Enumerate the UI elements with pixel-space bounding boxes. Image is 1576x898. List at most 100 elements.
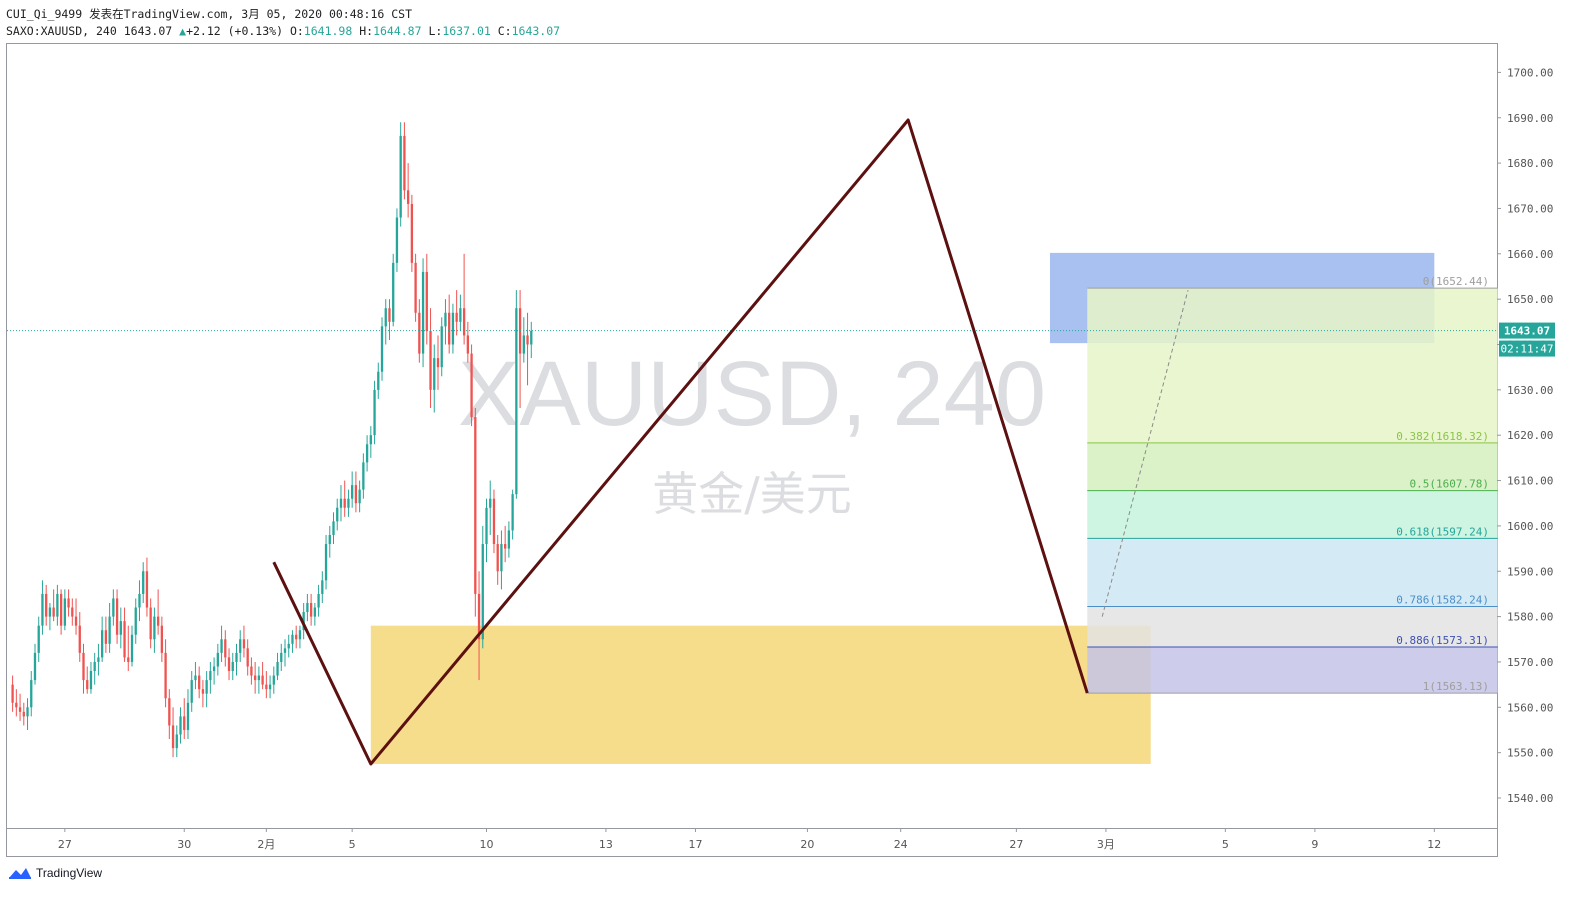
candle-body[interactable] — [183, 716, 186, 730]
candle-body[interactable] — [343, 498, 346, 508]
candle-body[interactable] — [365, 444, 369, 463]
candle-body[interactable] — [384, 308, 387, 327]
candle-body[interactable] — [410, 203, 414, 263]
current-price-tag[interactable] — [1499, 322, 1555, 339]
candle-body[interactable] — [470, 353, 473, 418]
support-zone-rectangle[interactable] — [370, 625, 1151, 764]
candle-body[interactable] — [336, 507, 339, 522]
candle-body[interactable] — [362, 462, 365, 490]
candle-body[interactable] — [235, 652, 238, 662]
candle-body[interactable] — [291, 634, 294, 644]
candle-body[interactable] — [30, 680, 33, 708]
candle-body[interactable] — [74, 616, 78, 626]
candle-body[interactable] — [489, 498, 492, 508]
candle-body[interactable] — [11, 684, 14, 703]
candle-body[interactable] — [48, 607, 52, 617]
candle-body[interactable] — [123, 621, 126, 658]
candle-body[interactable] — [171, 725, 175, 749]
fib-band-0.618[interactable] — [1087, 538, 1498, 607]
candle-body[interactable] — [448, 312, 451, 345]
candle-body[interactable] — [392, 262, 395, 322]
candle-body[interactable] — [283, 648, 287, 653]
candle-body[interactable] — [246, 648, 249, 667]
candle-body[interactable] — [242, 639, 246, 649]
candle-body[interactable] — [257, 675, 261, 681]
candle-body[interactable] — [351, 485, 354, 499]
candle-body[interactable] — [287, 643, 290, 649]
candle-body[interactable] — [59, 593, 63, 626]
candle-body[interactable] — [354, 485, 358, 504]
candle-body[interactable] — [421, 271, 425, 354]
candle-body[interactable] — [15, 702, 18, 708]
candle-body[interactable] — [37, 625, 40, 653]
candle-body[interactable] — [82, 652, 85, 681]
candle-body[interactable] — [347, 498, 350, 508]
candle-body[interactable] — [380, 326, 384, 372]
candle-body[interactable] — [436, 358, 440, 368]
candle-body[interactable] — [309, 602, 313, 617]
candle-body[interactable] — [224, 639, 227, 658]
candle-body[interactable] — [71, 607, 74, 617]
candle-body[interactable] — [86, 680, 89, 690]
candle-body[interactable] — [451, 312, 455, 345]
fib-band-0.5[interactable] — [1087, 490, 1498, 539]
candle-body[interactable] — [26, 707, 29, 717]
candle-body[interactable] — [63, 598, 66, 626]
candle-body[interactable] — [306, 602, 309, 613]
candle-body[interactable] — [153, 616, 156, 640]
candle-body[interactable] — [395, 217, 399, 263]
candle-body[interactable] — [321, 580, 324, 594]
candle-body[interactable] — [377, 371, 380, 390]
candle-body[interactable] — [239, 639, 242, 653]
candle-body[interactable] — [108, 616, 111, 644]
candle-body[interactable] — [485, 507, 488, 545]
candle-body[interactable] — [186, 702, 190, 730]
candle-body[interactable] — [466, 335, 470, 354]
candle-body[interactable] — [522, 335, 525, 354]
candle-body[interactable] — [373, 389, 376, 436]
candle-body[interactable] — [164, 652, 167, 699]
candle-body[interactable] — [231, 661, 234, 672]
candle-body[interactable] — [268, 684, 272, 690]
candle-body[interactable] — [500, 544, 503, 572]
candle-body[interactable] — [388, 308, 391, 322]
candle-body[interactable] — [526, 335, 529, 345]
candle-body[interactable] — [149, 607, 152, 640]
candle-body[interactable] — [52, 607, 55, 617]
candle-body[interactable] — [474, 417, 477, 594]
candle-body[interactable] — [175, 734, 178, 749]
candle-body[interactable] — [332, 521, 335, 535]
candle-body[interactable] — [504, 544, 507, 549]
candle-body[interactable] — [45, 593, 48, 617]
candle-body[interactable] — [179, 716, 182, 735]
candle-body[interactable] — [272, 675, 275, 685]
candle-body[interactable] — [142, 571, 145, 594]
candle-body[interactable] — [190, 680, 193, 703]
candle-body[interactable] — [403, 135, 406, 191]
candle-body[interactable] — [418, 312, 421, 354]
candle-body[interactable] — [265, 684, 268, 690]
candle-body[interactable] — [477, 593, 481, 640]
candle-body[interactable] — [369, 435, 372, 445]
candle-body[interactable] — [429, 330, 432, 390]
fib-band-0[interactable] — [1087, 288, 1498, 443]
candle-body[interactable] — [253, 675, 257, 681]
candle-body[interactable] — [56, 593, 59, 617]
candle-body[interactable] — [41, 593, 44, 626]
candle-body[interactable] — [100, 630, 104, 658]
candle-body[interactable] — [130, 634, 134, 662]
candle-body[interactable] — [138, 593, 141, 608]
fib-band-0.382[interactable] — [1087, 442, 1498, 491]
candle-body[interactable] — [515, 308, 518, 495]
candle-body[interactable] — [530, 330, 533, 345]
candle-body[interactable] — [339, 498, 343, 508]
candle-body[interactable] — [198, 675, 201, 690]
candle-body[interactable] — [212, 666, 216, 672]
tradingview-footer[interactable]: TradingView — [8, 866, 102, 880]
candle-body[interactable] — [104, 630, 108, 644]
candle-body[interactable] — [22, 711, 25, 717]
candle-body[interactable] — [216, 652, 219, 667]
candle-body[interactable] — [481, 544, 484, 640]
candle-body[interactable] — [276, 661, 279, 676]
